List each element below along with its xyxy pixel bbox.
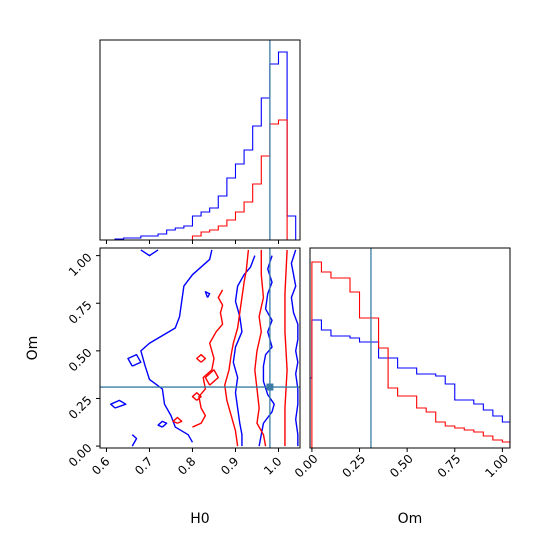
contour-series-1-line-4 [140,249,213,443]
om-x-tick-label: 0.75 [435,452,464,481]
om-marginal-frame [309,247,511,449]
contour-series-2-line-8 [191,392,202,401]
joint-x-tick-label: 0.6 [89,454,112,477]
joint-frame [99,247,301,449]
om-histogram-series-1 [310,319,510,448]
om-x-tick-label: 0.00 [292,452,321,481]
contour-series-2-line-1 [254,249,267,447]
om-histogram-series-2 [310,261,510,448]
joint-x-tick-label: 0.8 [175,454,198,477]
contour-series-1-line-10 [131,434,138,447]
contour-series-1-line-9 [157,420,168,428]
joint-y-tick-label: 0.50 [66,346,95,375]
contour-series-1-line-2 [258,255,275,447]
contour-series-2-line-2 [284,249,288,447]
joint-x-tick-label: 1.0 [261,454,284,477]
h0-marginal-panel [99,39,301,244]
om-marginal-panel: 0.00 0.25 0.50 0.75 1.00 Om [292,247,511,527]
contour-series-1-line-5 [140,249,159,257]
joint-x-tick-label: 0.9 [218,454,241,477]
contour-series-2-line-6 [196,353,207,363]
contour-series-1-line-3 [290,249,299,447]
joint-x-tick-label: 0.7 [132,454,155,477]
om-x-tick-label: 0.50 [387,452,416,481]
joint-x-axis-label: H0 [190,511,209,527]
joint-y-tick-label: 1.00 [66,250,95,279]
om-x-axis-label: Om [398,511,423,527]
contour-series-1-line-7 [127,353,142,367]
joint-y-tick-label: 0.25 [66,393,95,422]
contour-series-1-line-8 [204,291,211,298]
contour-series-1-line-1 [232,255,256,447]
contour-series-2-line-3 [224,249,250,447]
joint-y-axis-label: Om [25,336,41,361]
joint-y-tick-label: 0.75 [66,298,95,327]
contour-series-2-line-5 [204,369,219,386]
om-x-tick-label: 0.25 [339,452,368,481]
joint-truth-marker [266,383,274,391]
contour-series-2-line-7 [172,416,183,424]
contour-series-2-line-4 [192,289,224,428]
om-x-tick-label: 1.00 [482,452,511,481]
h0-marginal-frame [99,39,301,241]
contour-series-1-line-6 [110,399,127,409]
